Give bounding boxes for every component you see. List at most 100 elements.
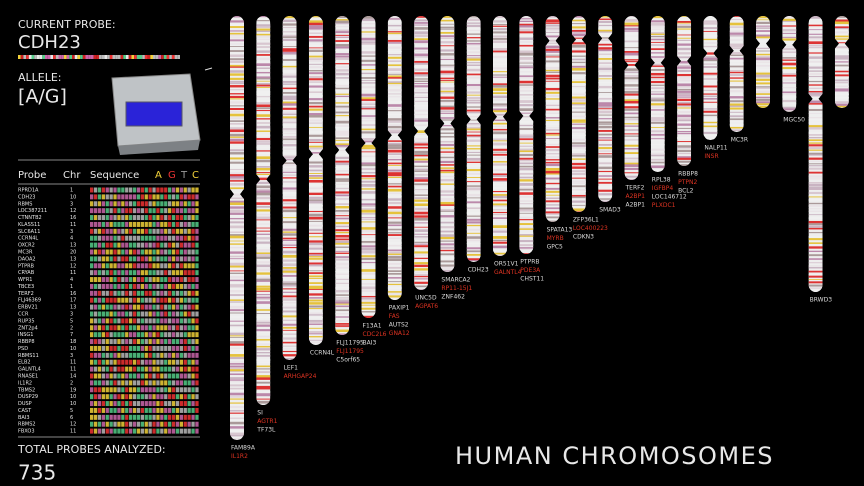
band: [493, 88, 507, 91]
band: [414, 150, 429, 154]
sequence-cell: [160, 332, 164, 338]
band: [256, 381, 271, 384]
sequence-cell: [90, 428, 94, 434]
band: [308, 47, 323, 49]
band: [361, 194, 376, 198]
probe-name: PTPRB: [18, 263, 35, 269]
sequence-cell: [140, 290, 144, 296]
sequence-cell: [152, 208, 156, 214]
sequence-cell: [148, 215, 152, 221]
sequence-cell: [195, 304, 199, 310]
band: [308, 262, 323, 265]
band: [335, 169, 350, 172]
color-bar-cell: [77, 55, 81, 59]
sequence-cell: [171, 394, 176, 400]
band: [387, 295, 402, 298]
band: [361, 171, 376, 174]
probe-name: CTNNTB2: [18, 215, 42, 221]
band: [387, 292, 402, 295]
band: [703, 66, 718, 68]
band: [361, 188, 376, 190]
color-bar-cell: [161, 55, 164, 59]
band: [440, 158, 455, 160]
sequence-cell: [140, 283, 144, 289]
sequence-cell: [168, 235, 172, 241]
band: [308, 44, 323, 47]
probe-name: RPRD1A: [18, 188, 39, 194]
band: [335, 294, 350, 296]
band: [782, 91, 797, 94]
band: [308, 236, 323, 238]
sequence-cell: [187, 359, 191, 365]
sequence-cell: [187, 187, 191, 193]
sequence-cell: [121, 339, 125, 345]
band: [440, 234, 455, 237]
sequence-cell: [97, 345, 102, 351]
probe-chr: 13: [70, 305, 76, 311]
band: [387, 201, 402, 205]
band: [335, 44, 350, 47]
band: [335, 120, 350, 124]
band: [545, 211, 560, 214]
chromosome: [230, 16, 244, 440]
sequence-cell: [136, 208, 141, 214]
band: [361, 257, 376, 260]
sequence-cell: [105, 297, 109, 303]
sequence-cell: [148, 221, 152, 227]
band: [230, 133, 244, 137]
band: [387, 100, 402, 104]
sequence-cell: [109, 339, 113, 345]
band: [650, 152, 665, 155]
band: [282, 189, 297, 192]
sequence-cell: [179, 297, 183, 303]
sequence-cell: [148, 311, 152, 317]
color-bar-cell: [28, 55, 32, 59]
sequence-cell: [195, 318, 199, 324]
sequence-cell: [152, 345, 156, 351]
sequence-cell: [191, 297, 195, 303]
band: [230, 180, 244, 182]
band: [230, 365, 244, 368]
band: [624, 164, 639, 167]
sequence-cell: [113, 208, 117, 214]
sequence-cell: [121, 387, 125, 393]
band: [729, 57, 744, 60]
sequence-cell: [152, 270, 156, 276]
band: [440, 204, 455, 206]
band: [335, 137, 350, 139]
sequence-cell: [152, 283, 156, 289]
band: [414, 19, 429, 22]
sequence-cell: [101, 339, 105, 345]
sequence-cell: [97, 332, 102, 338]
band: [598, 16, 613, 18]
band: [387, 277, 402, 279]
band: [361, 312, 376, 315]
sequence-cell: [179, 235, 183, 241]
band: [519, 192, 534, 195]
band: [308, 59, 323, 62]
band: [650, 124, 665, 126]
band: [282, 187, 297, 190]
sequence-cell: [168, 414, 172, 420]
sequence-cell: [156, 407, 160, 413]
band: [598, 88, 613, 92]
band: [335, 160, 350, 163]
band: [624, 125, 639, 127]
sequence-cell: [175, 277, 180, 283]
band: [808, 149, 823, 151]
sequence-cell: [121, 249, 125, 255]
band: [598, 175, 613, 177]
band: [571, 142, 586, 145]
sequence-cell: [175, 194, 180, 200]
band: [466, 177, 481, 178]
band: [256, 272, 271, 275]
sequence-cell: [171, 311, 176, 317]
band: [361, 272, 376, 275]
band: [703, 98, 718, 100]
band: [571, 55, 586, 57]
band: [466, 232, 481, 234]
band: [230, 187, 244, 190]
sequence-cell: [113, 297, 117, 303]
band: [519, 188, 534, 191]
band: [703, 16, 718, 17]
